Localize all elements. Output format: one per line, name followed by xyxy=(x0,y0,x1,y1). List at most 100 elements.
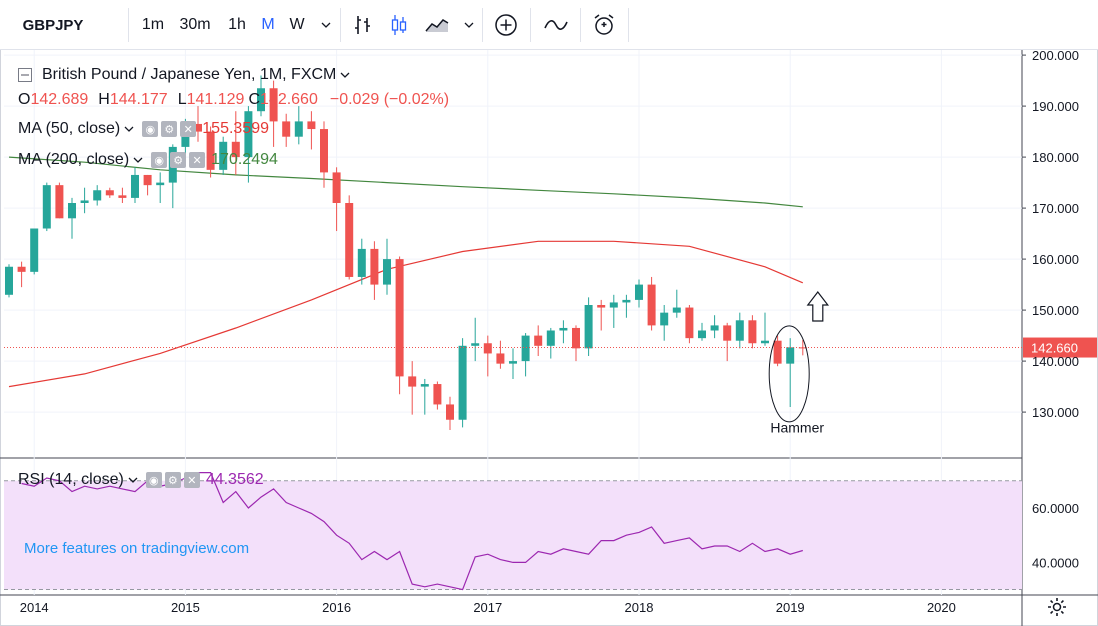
candle-body xyxy=(584,305,593,349)
candle xyxy=(420,378,429,415)
candle-body xyxy=(446,404,454,420)
candle-body xyxy=(761,340,769,344)
interval-1m-button[interactable]: 1m xyxy=(141,16,165,33)
candle xyxy=(761,312,769,346)
candle xyxy=(68,197,76,239)
price-tick-label: 190.000 xyxy=(1032,99,1079,114)
candle-body xyxy=(320,129,328,173)
candle-body xyxy=(42,185,51,229)
interval-30m-button[interactable]: 30m xyxy=(179,16,211,33)
candle xyxy=(395,256,404,395)
candle xyxy=(685,305,694,344)
chart-settings-button[interactable] xyxy=(1046,596,1068,618)
symbol-search-button[interactable]: GBPJPY xyxy=(22,16,84,34)
eye-icon[interactable]: ◉ xyxy=(142,121,159,137)
candle xyxy=(408,361,417,415)
candle xyxy=(534,325,543,356)
close-icon[interactable]: ✕ xyxy=(183,472,200,488)
candle xyxy=(332,167,341,232)
candle-body xyxy=(660,312,669,326)
chevron-down-icon[interactable] xyxy=(124,125,134,133)
ma200-legend[interactable]: MA (200, close) ◉ ⚙ ✕ 170.2494 xyxy=(18,151,278,169)
ma50-path xyxy=(8,240,804,388)
chevron-down-icon[interactable] xyxy=(133,156,143,164)
price-label-bg xyxy=(1023,337,1097,358)
ma50-legend[interactable]: MA (50, close) ◉ ⚙ ✕ 155.3599 xyxy=(18,120,269,138)
candle xyxy=(546,327,555,359)
indicators-button[interactable] xyxy=(538,0,574,50)
candle-body xyxy=(143,174,152,186)
candle xyxy=(383,238,391,295)
area-style-button[interactable] xyxy=(420,0,454,50)
candle-body xyxy=(118,195,127,198)
candle xyxy=(509,348,517,379)
alert-button[interactable] xyxy=(588,0,620,50)
candle-body xyxy=(572,327,580,349)
candle-style-button[interactable] xyxy=(384,0,414,50)
candle-body xyxy=(219,141,228,170)
interval-1h-button[interactable]: 1h xyxy=(228,16,246,33)
candle xyxy=(723,322,732,362)
candle xyxy=(345,195,354,280)
ma50-label: MA (50, close) xyxy=(18,120,121,137)
candle-body xyxy=(5,266,13,295)
candle xyxy=(584,297,593,356)
candle-body xyxy=(748,320,757,344)
close-icon[interactable]: ✕ xyxy=(180,121,197,137)
price-tick-label: 160.000 xyxy=(1032,252,1079,267)
interval-dropdown-button[interactable] xyxy=(314,0,338,50)
bar-style-button[interactable] xyxy=(348,0,378,50)
candle xyxy=(269,80,278,147)
candle-body xyxy=(458,345,467,420)
candle xyxy=(370,241,379,300)
gear-icon[interactable]: ⚙ xyxy=(161,121,178,137)
candle xyxy=(17,261,26,288)
chart-style-dropdown[interactable] xyxy=(458,0,480,50)
candle-body xyxy=(710,325,719,331)
interval-month-button[interactable]: M xyxy=(261,16,275,33)
candle xyxy=(194,106,202,142)
candle-body xyxy=(17,266,26,272)
chevron-down-icon[interactable] xyxy=(340,71,350,79)
gear-icon[interactable]: ⚙ xyxy=(170,152,187,168)
promo-link[interactable]: More features on tradingview.com xyxy=(24,540,250,557)
candle-body xyxy=(231,141,240,158)
ma200-line xyxy=(8,156,803,208)
candle-body xyxy=(93,190,102,201)
candle xyxy=(307,111,316,150)
collapse-icon[interactable] xyxy=(18,68,32,82)
candle-body xyxy=(723,325,732,341)
candle-body xyxy=(206,131,215,170)
close-icon[interactable]: ✕ xyxy=(189,152,206,168)
price-chart[interactable]: 142.660 200.000 190.000 180.000 170.000 160.… xyxy=(0,50,1098,626)
time-tick-label: 2018 xyxy=(625,600,654,615)
compare-button[interactable] xyxy=(490,0,522,50)
candle xyxy=(446,396,454,430)
rsi-legend[interactable]: RSI (14, close) ◉ ⚙ ✕ 44.3562 xyxy=(18,471,264,489)
axes: 200.000 190.000 180.000 170.000 160.000 150.0… xyxy=(20,50,1079,615)
candle xyxy=(433,381,442,410)
rsi-value: 44.3562 xyxy=(205,471,264,488)
candle xyxy=(710,315,719,339)
candle xyxy=(471,317,480,362)
candle xyxy=(257,75,265,117)
candle xyxy=(647,276,656,331)
eye-icon[interactable]: ◉ xyxy=(145,472,162,488)
chevron-down-icon xyxy=(321,22,331,28)
candle-body xyxy=(395,259,404,377)
candle xyxy=(786,338,795,407)
candle-body xyxy=(30,228,39,272)
candle xyxy=(698,322,706,341)
price-tick-label: 180.000 xyxy=(1032,150,1079,165)
candle xyxy=(143,174,152,196)
candle-body xyxy=(55,185,64,219)
candle-body xyxy=(534,335,543,346)
gear-icon[interactable]: ⚙ xyxy=(164,472,181,488)
rsi-band xyxy=(4,480,1022,591)
chart-title: British Pound / Japanese Yen, 1M, FXCM xyxy=(42,66,337,83)
interval-week-button[interactable]: W xyxy=(289,16,305,33)
candle-body xyxy=(509,361,517,364)
eye-icon[interactable]: ◉ xyxy=(151,152,168,168)
chevron-down-icon[interactable] xyxy=(128,476,138,484)
ma50-line xyxy=(8,240,804,388)
